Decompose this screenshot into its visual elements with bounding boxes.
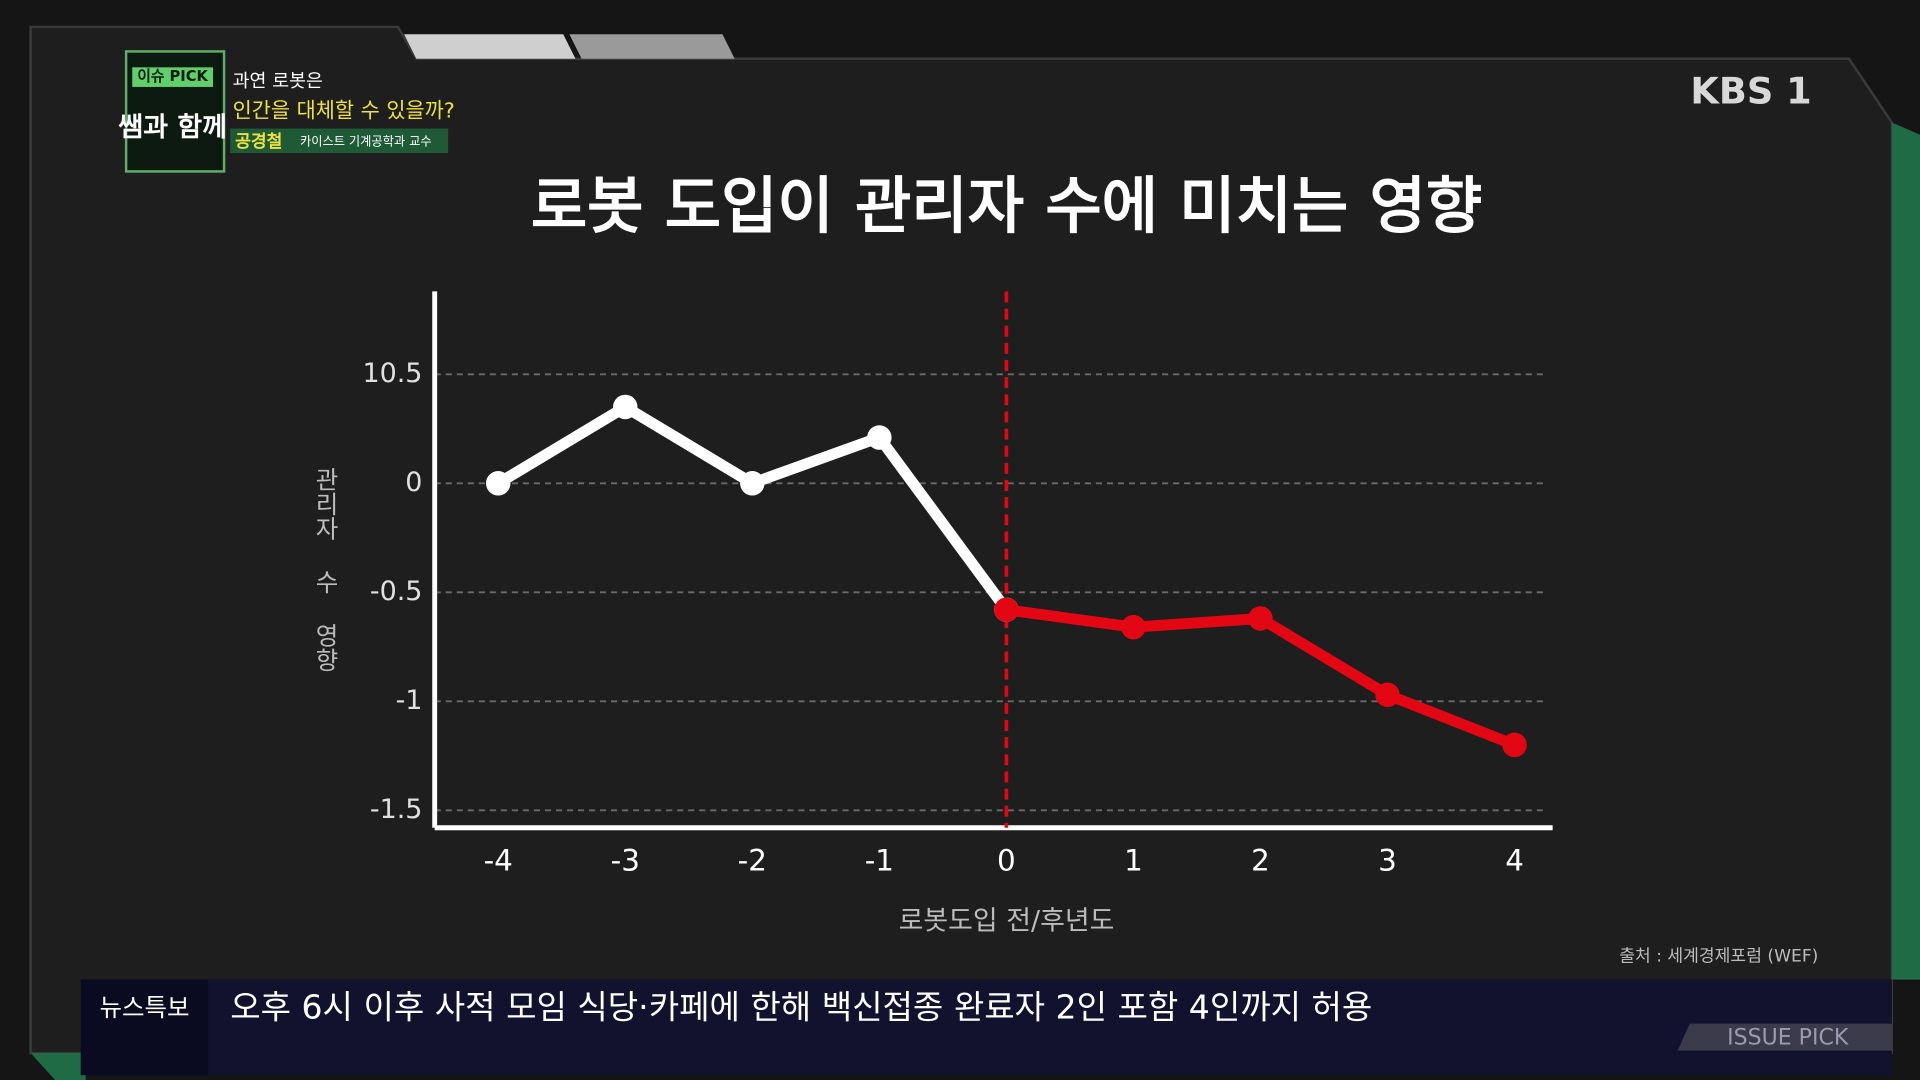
ticker-bar bbox=[80, 979, 1892, 1076]
data-point bbox=[1121, 614, 1146, 640]
headline: 인간을 대체할 수 있을까? bbox=[233, 98, 455, 122]
x-axis-label: 로봇도입 전/후년도 bbox=[899, 906, 1115, 937]
x-tick-label: 2 bbox=[1251, 844, 1270, 878]
x-tick-label: -1 bbox=[865, 844, 894, 878]
show-title: 쌤과 함께 bbox=[118, 112, 226, 143]
ticker-label-bg bbox=[80, 979, 209, 1076]
deco-green bbox=[30, 1053, 86, 1080]
deco-green bbox=[1891, 122, 1920, 980]
deco-stripe bbox=[404, 34, 576, 59]
y-axis-label: 관리자 수 영향 bbox=[311, 467, 340, 672]
corner-bg bbox=[1677, 1023, 1892, 1051]
ticker-label: 뉴스특보 bbox=[99, 993, 189, 1022]
x-tick-label: 3 bbox=[1378, 844, 1397, 878]
channel-logo: KBS 1 bbox=[1690, 70, 1811, 113]
ticker-text: 오후 6시 이후 사적 모임 식당·카페에 한해 백신접종 완료자 2인 포함 … bbox=[230, 987, 1372, 1026]
y-tick-label: -0.5 bbox=[370, 576, 423, 607]
headline: 과연 로봇은 bbox=[233, 71, 323, 92]
data-point bbox=[1502, 732, 1527, 758]
source: 출처 : 세계경제포럼 (WEF) bbox=[1619, 946, 1818, 966]
data-point bbox=[994, 597, 1019, 622]
x-tick-label: 4 bbox=[1505, 844, 1524, 878]
data-point bbox=[1248, 606, 1273, 631]
x-tick-label: -3 bbox=[611, 844, 640, 878]
badge-bg bbox=[132, 67, 214, 87]
speaker-bg bbox=[230, 128, 449, 154]
deco-stripe bbox=[569, 34, 735, 59]
data-point bbox=[867, 425, 892, 450]
x-tick-label: -2 bbox=[738, 844, 767, 878]
chart-title: 로봇 도입이 관리자 수에 미치는 영향 bbox=[531, 171, 1482, 242]
corner-label: ISSUE PICK bbox=[1727, 1025, 1849, 1050]
data-point bbox=[740, 471, 765, 496]
y-tick-label: 10.5 bbox=[362, 358, 422, 389]
y-tick-label: 0 bbox=[405, 467, 422, 498]
speaker: 공경철 bbox=[235, 132, 282, 152]
badge: 이슈 PICK bbox=[137, 68, 208, 85]
x-tick-label: 0 bbox=[997, 844, 1016, 878]
speaker-title: 카이스트 기계공학과 교수 bbox=[300, 135, 432, 149]
x-tick-label: -4 bbox=[484, 844, 513, 878]
y-tick-label: -1.5 bbox=[370, 794, 423, 825]
data-point bbox=[1375, 682, 1400, 708]
data-point bbox=[613, 394, 638, 420]
x-tick-label: 1 bbox=[1124, 844, 1143, 878]
y-tick-label: -1 bbox=[396, 685, 423, 716]
data-point bbox=[485, 471, 511, 496]
